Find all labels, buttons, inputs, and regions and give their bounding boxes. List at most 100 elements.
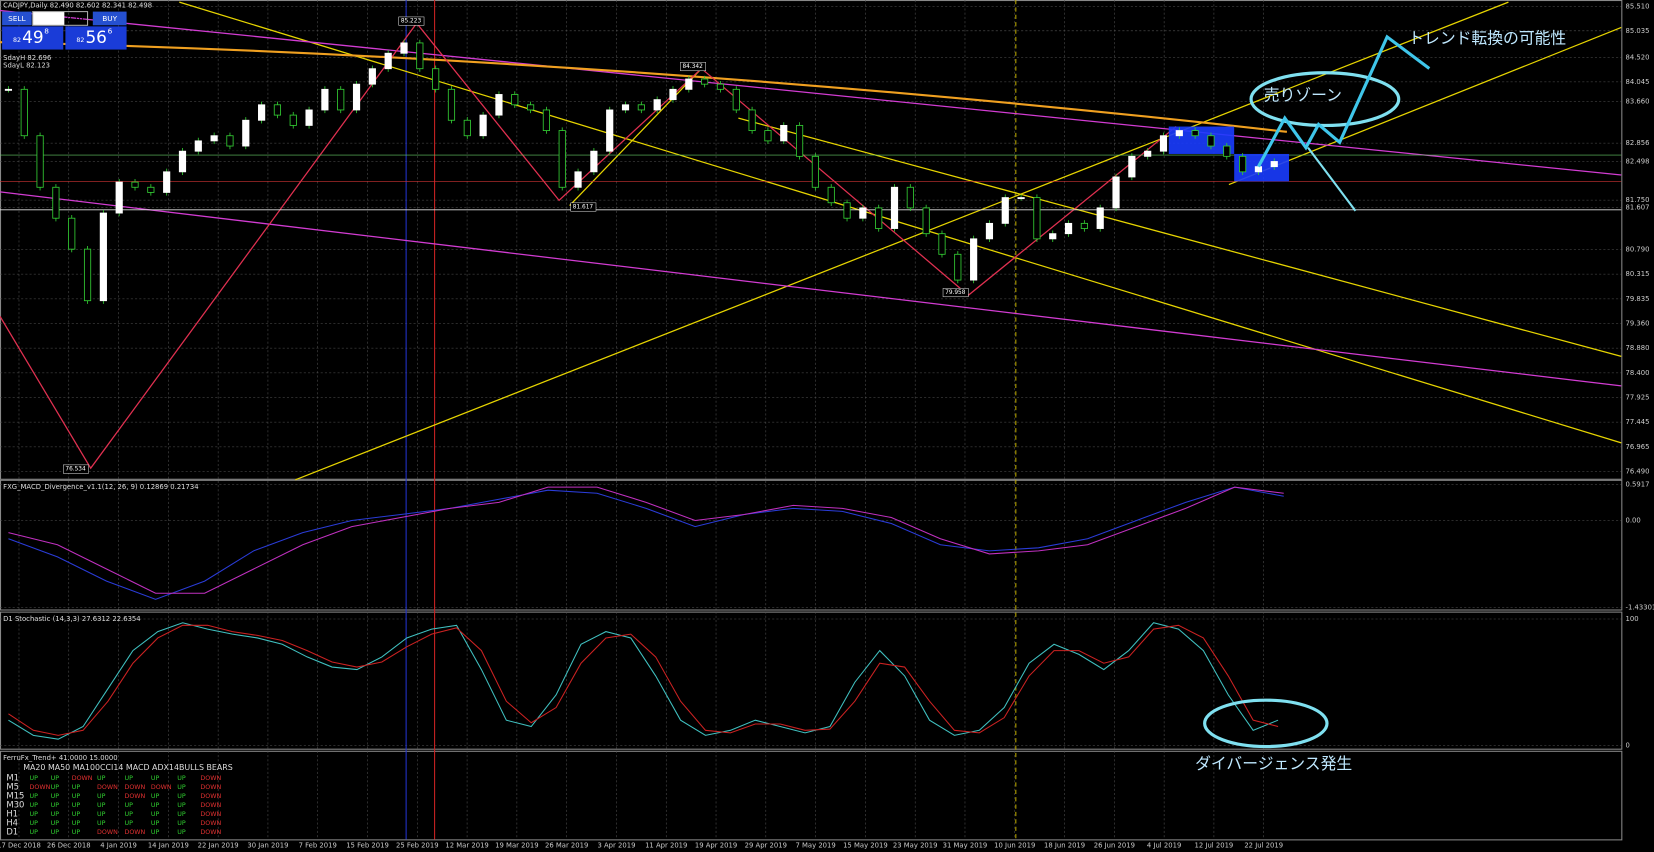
y-tick-label: 76.965 [1626, 443, 1650, 451]
candle [875, 207, 883, 229]
bid-box[interactable] [2, 26, 64, 50]
overlay: 85.223 84.342 81.617 79.958 76.534 [8, 16, 1284, 740]
y-tick-label: 79.835 [1626, 295, 1650, 303]
candle [922, 207, 930, 235]
macd_pane-main [8, 486, 1284, 600]
candle [542, 109, 550, 131]
y-tick-label: 80.790 [1626, 246, 1650, 254]
timeframe: M30 [6, 800, 24, 810]
pane-title: FXG_MACD_Divergence_v1.1(12, 26, 9) 0.12… [3, 483, 198, 491]
trend-cell: UP [72, 829, 81, 836]
trend-cell: UP [51, 775, 60, 782]
trend-cell: DOWN [97, 829, 118, 836]
candle [1159, 135, 1168, 152]
trend-cell: UP [97, 820, 106, 827]
ask-small: 6 [108, 27, 113, 36]
candle [1191, 130, 1199, 137]
y-tick-label: 0.5917 [1626, 481, 1650, 489]
forecast-arrow [1257, 34, 1431, 168]
trend-cell: UP [177, 829, 186, 836]
candle [1033, 197, 1041, 240]
sday-high: SdayH 82.696 [3, 54, 51, 62]
trend-cell: UP [51, 793, 60, 800]
candle [258, 104, 266, 121]
x-tick-label: 31 May 2019 [943, 842, 988, 850]
trend-cell: DOWN [151, 784, 172, 791]
x-tick-label: 23 May 2019 [893, 842, 938, 850]
candle [985, 222, 994, 240]
candle [1175, 130, 1183, 137]
ask-box[interactable] [65, 26, 127, 50]
candle [906, 186, 914, 209]
candle [954, 253, 962, 281]
trend-cell: UP [30, 775, 39, 782]
forecast-line [1307, 146, 1357, 212]
trend-cell: DOWN [200, 775, 221, 782]
timeframe: M15 [6, 791, 24, 801]
candles [4, 39, 1278, 304]
trend-line [569, 68, 702, 207]
candle [669, 88, 677, 101]
y-tick-label: 78.880 [1626, 344, 1650, 352]
price-tag: 79.958 [945, 290, 966, 296]
trend-cell: DOWN [200, 802, 221, 809]
candle [479, 114, 487, 137]
price-tag-bg [680, 62, 706, 72]
bid-main: 49 [22, 27, 43, 47]
candle [811, 155, 819, 188]
y-tick-label: 82.856 [1626, 139, 1650, 147]
candle [748, 109, 756, 131]
candle [400, 42, 408, 54]
buy-button[interactable] [92, 11, 127, 26]
candle [780, 124, 788, 142]
trend-cell: UP [177, 793, 186, 800]
x-tick-label: 29 Apr 2019 [745, 842, 787, 850]
candle [83, 248, 92, 302]
candle [210, 135, 218, 142]
candle [1001, 197, 1009, 224]
candle [99, 212, 107, 302]
candle [1223, 145, 1231, 157]
sell-button[interactable] [2, 11, 32, 26]
symbol-info: CADJPY,Daily 82.490 82.602 82.341 82.498 [3, 1, 152, 9]
y-tick-label: 77.925 [1626, 393, 1650, 401]
trend-cell: UP [51, 802, 60, 809]
candle [226, 135, 234, 147]
y-tick-label: 84.520 [1626, 53, 1650, 61]
trend-cell: UP [151, 793, 160, 800]
y-tick-label: 80.315 [1626, 270, 1650, 278]
candle [178, 150, 187, 173]
ask-main: 56 [85, 27, 106, 47]
trend-line [0, 191, 1622, 387]
trend-cell: UP [177, 820, 186, 827]
trade-panel: SELL 0.10 BUY 82 49 8 82 56 6 [2, 11, 127, 50]
trend-cell: UP [30, 829, 39, 836]
trend-frame [0, 750, 1623, 841]
candle [606, 109, 614, 152]
price-frame [0, 0, 1623, 480]
trend-cell: UP [51, 829, 60, 836]
trend-cell: UP [124, 820, 133, 827]
y-tick-label: -1.43301 [1626, 603, 1654, 611]
candle [764, 130, 772, 142]
trend-cell: UP [124, 775, 133, 782]
bid-small: 8 [44, 27, 49, 36]
x-tick-label: 12 Jul 2019 [1195, 842, 1234, 850]
x-tick-label: 17 Dec 2018 [0, 842, 41, 850]
candle [447, 88, 456, 121]
moving-average [0, 41, 1288, 133]
divergence-circle [1203, 698, 1329, 749]
x-tick-label: 19 Mar 2019 [495, 842, 538, 850]
x-tick-label: 4 Jul 2019 [1147, 842, 1181, 850]
lot-input[interactable] [32, 11, 65, 26]
candle [701, 78, 709, 85]
timeframe: M5 [6, 782, 19, 792]
stoch_pane-main [8, 622, 1279, 740]
y-tick-label: 85.035 [1626, 27, 1650, 35]
candle [368, 68, 376, 85]
price-tag-bg [398, 16, 425, 26]
candle [147, 186, 155, 193]
macd-frame [0, 479, 1623, 611]
candle [115, 181, 123, 214]
sday-low: SdayL 82.123 [3, 61, 50, 69]
